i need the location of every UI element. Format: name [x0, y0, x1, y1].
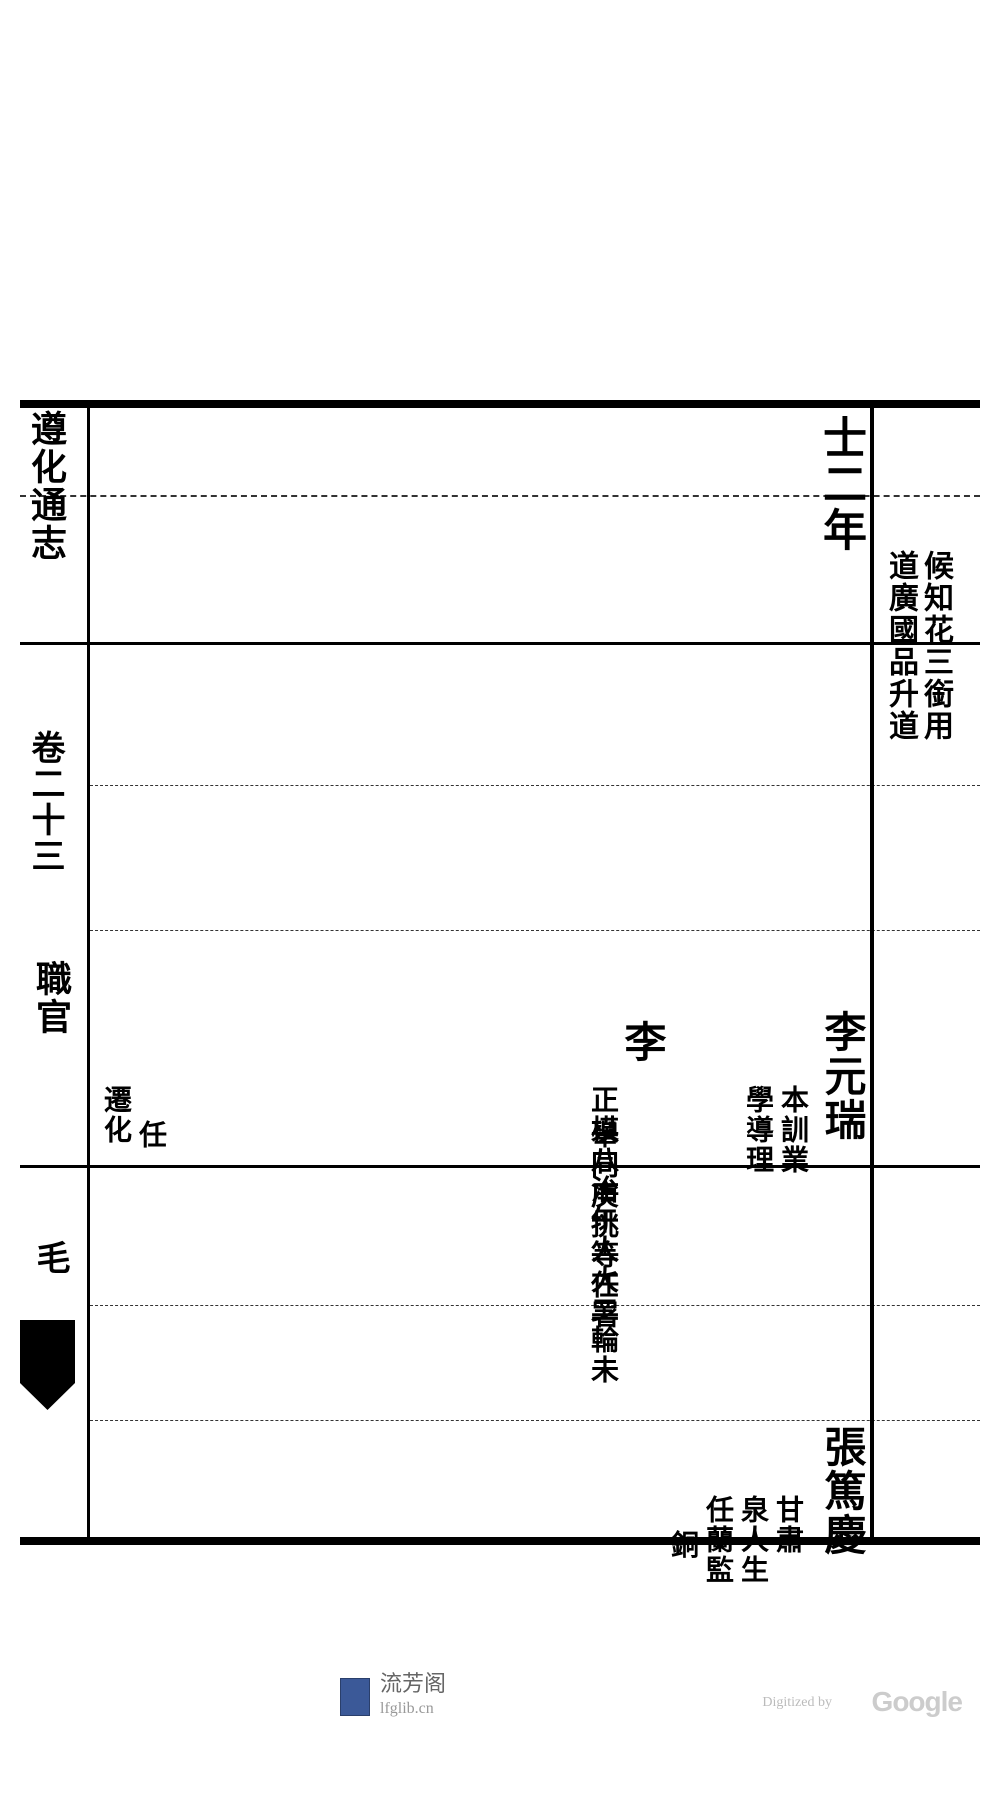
zhang-note-2: 泉人生 — [732, 1495, 772, 1585]
spine-title-3: 職官 — [25, 960, 77, 1060]
person-name-zhang: 張篤慶 — [811, 1425, 872, 1557]
site-name: 流芳阁 — [380, 1666, 446, 1698]
middle-note-2: 任 — [130, 1120, 170, 1150]
column-divider-left — [87, 408, 90, 1543]
middle-note-1: 遷化 — [95, 1085, 135, 1145]
divider-line — [20, 642, 980, 645]
column-divider-right — [870, 408, 874, 1543]
zhang-note-3: 任蘭監 — [697, 1495, 737, 1585]
divider-line — [90, 785, 980, 786]
spine-title-2: 卷二十三 — [20, 730, 69, 980]
spine-title-1: 遵化通志 — [20, 410, 72, 710]
site-logo-icon — [340, 1678, 370, 1716]
zhang-note-4: 銅 — [662, 1530, 702, 1560]
li-note-2: 學導理 — [737, 1085, 777, 1175]
li2-note-area-2: 舉同庚挑等任署 — [582, 1120, 622, 1330]
digitized-by-label: Digitized by — [762, 1695, 832, 1711]
divider-line — [90, 1305, 980, 1306]
site-url: lfglib.cn — [380, 1700, 434, 1718]
zhang-note-1: 甘肅 — [767, 1495, 807, 1555]
document-frame — [20, 400, 980, 1545]
divider-line — [90, 930, 980, 931]
person-name-li-yuanrui: 李元瑞 — [811, 1010, 872, 1142]
spine-page: 毛 — [25, 1240, 74, 1276]
divider-line — [90, 1420, 980, 1421]
page-container: 士二年 遵化通志 卷二十三 職官 毛 候知花三銜用 道廣國品升道 李元瑞 本訓業… — [0, 0, 1002, 1806]
google-logo: Google — [872, 1686, 962, 1718]
right-annotation-2: 道廣國品升道 — [884, 550, 917, 742]
person-name-li-2: 李 — [611, 1020, 672, 1064]
li-note-1: 本訓業 — [772, 1085, 812, 1175]
divider-line — [20, 1165, 980, 1168]
right-annotation-1: 候知花三銜用 — [919, 550, 952, 742]
year-header: 士二年 — [808, 415, 872, 553]
